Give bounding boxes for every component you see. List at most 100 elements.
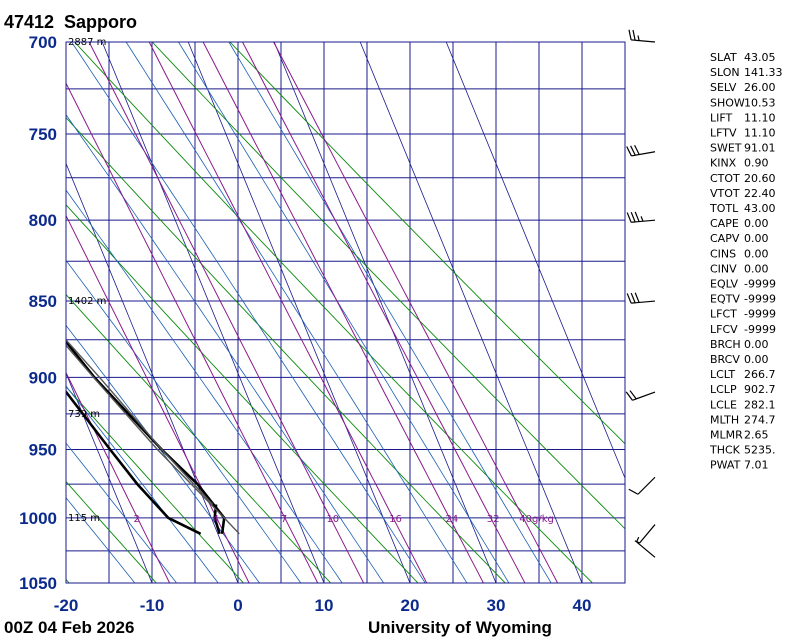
index-key: CINS [710,247,736,260]
pressure-tick-label: 750 [29,125,57,144]
wind-barb-flag [632,29,636,41]
temperature-profile-line [66,339,226,534]
mixing-ratio-line [242,42,526,583]
wind-barb-staff [636,541,656,558]
mixing-ratio-label: 16 [389,514,402,525]
index-value: -9999 [744,278,776,291]
index-key: SHOW [710,96,745,109]
wind-barb [628,29,656,43]
temperature-tick-label: 40 [573,596,592,615]
index-value: 43.05 [744,51,776,64]
index-key: TOTL [709,202,739,215]
wind-barb-flag [629,390,637,400]
station-name: Sapporo [64,12,137,32]
mixing-ratio-label: 2 [134,514,140,525]
dry-adiabat-line [66,293,332,583]
mixing-ratio-label: 4 [213,514,219,525]
index-value: 274.7 [744,413,776,426]
index-key: MLMR [710,429,743,442]
wind-barb [636,536,656,558]
wind-barb-flag [634,292,640,303]
mixing-ratio-label: 40g/kg [519,514,554,525]
parcel-profile-line [66,338,214,505]
wind-barb-staff [631,219,656,223]
height-label: 739 m [68,409,100,420]
moist-adiabat-line [228,42,552,583]
moist-adiabat-line [178,42,510,583]
dry-adiabat-line [66,116,506,583]
isotherm-line [187,42,411,583]
index-value: 0.00 [744,338,769,351]
isotherm-line [445,42,625,480]
moist-adiabat-line [66,259,302,583]
index-value: 11.10 [744,127,776,140]
station-id: 47412 [4,12,54,32]
mixing-ratio-line [66,82,319,583]
dry-adiabat-line [151,42,625,530]
wind-barb-staff [632,391,656,401]
dry-adiabat-line [66,385,244,583]
data-source: University of Wyoming [368,618,552,637]
dry-adiabat-line [66,480,157,583]
pressure-tick-label: 1000 [19,509,57,528]
pressure-tick-label: 1050 [19,574,57,593]
temperature-tick-label: 30 [487,596,506,615]
dry-adiabat-line [66,578,70,583]
isotherm-line [273,42,497,583]
mixing-ratio-line [66,214,250,583]
mixing-ratio-line [66,371,171,583]
index-key: KINX [710,157,737,170]
index-key: VTOT [710,187,740,200]
index-key: CINV [710,262,737,275]
dry-adiabat-line [66,204,419,583]
index-key: LCLT [710,368,735,381]
wind-barb-staff [631,300,656,304]
wind-barb-staff [639,524,656,544]
mixing-ratio-label: 7 [281,514,287,525]
wind-barb-staff [631,151,656,157]
temperature-tick-label: 10 [315,596,334,615]
index-value: 266.7 [744,368,776,381]
index-value: -9999 [744,308,776,321]
index-value: 11.10 [744,111,776,124]
pressure-tick-label: 800 [29,211,57,230]
temperature-tick-label: -10 [140,596,165,615]
pressure-tick-label: 900 [29,368,57,387]
index-value: 141.33 [744,66,783,79]
mixing-ratio-label: 32 [487,514,500,525]
wind-barb-staff [637,476,656,495]
index-value: 0.00 [744,217,769,230]
index-key: LFCV [710,323,738,336]
temperature-tick-label: 20 [401,596,420,615]
index-key: LIFT [710,111,733,124]
index-key: SWET [710,142,742,155]
index-value: 26.00 [744,81,776,94]
index-key: LCLE [710,398,737,411]
index-key: PWAT [710,459,741,472]
index-value: 0.00 [744,232,769,245]
isotherm-line [101,42,325,583]
moist-adiabat-line [66,442,178,583]
index-key: LFCT [710,308,737,321]
mixing-ratio-label: 24 [446,514,459,525]
index-value: 22.40 [744,187,776,200]
index-value: -9999 [744,293,776,306]
index-key: EQLV [710,278,739,291]
wind-barb-half-flag [636,536,640,543]
index-value: 0.00 [744,262,769,275]
wind-barb-flag [634,211,640,222]
dry-adiabat-line [229,42,625,445]
isotherm-line [359,42,583,583]
wind-barb-flag [626,293,632,304]
index-key: MLTH [710,413,739,426]
index-key: LCLP [710,383,737,396]
index-key: SLAT [710,51,737,64]
index-key: BRCH [710,338,741,351]
wind-barb-flag [628,29,632,41]
index-value: 5235. [744,444,776,457]
wind-barb-flag [634,144,640,155]
isotherm-line [66,581,67,583]
dewpoint-profile-line [66,389,202,535]
pressure-tick-label: 850 [29,292,57,311]
